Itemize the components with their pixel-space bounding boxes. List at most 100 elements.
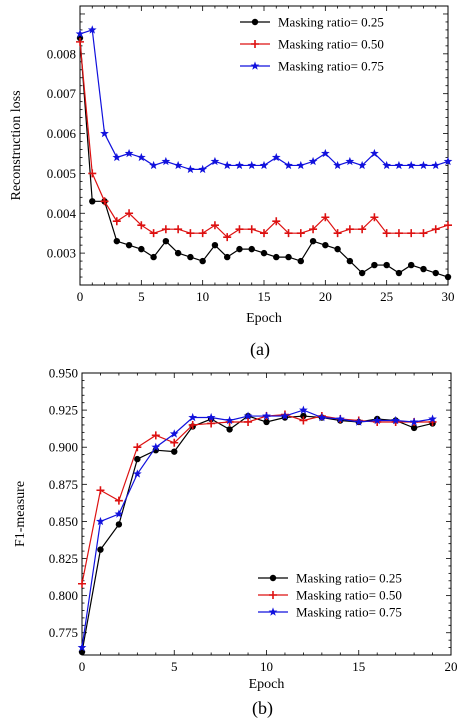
data-point — [112, 152, 122, 162]
data-point — [169, 429, 179, 438]
data-point — [247, 225, 256, 234]
legend-marker — [269, 591, 277, 599]
data-point — [272, 217, 281, 226]
data-point — [395, 269, 403, 277]
y-tick-label: 0.900 — [49, 440, 78, 455]
y-tick-label: 0.008 — [47, 46, 76, 61]
data-point — [394, 160, 404, 170]
data-point — [409, 417, 419, 426]
data-point — [370, 213, 379, 222]
data-point — [394, 229, 403, 238]
x-tick-label: 20 — [445, 659, 458, 674]
data-point — [357, 160, 367, 170]
data-point — [198, 164, 208, 174]
data-point — [260, 229, 268, 238]
y-tick-label: 0.875 — [49, 477, 78, 492]
data-point — [174, 249, 182, 257]
data-point — [134, 455, 141, 463]
x-tick-label: 5 — [171, 659, 178, 674]
data-point — [335, 414, 345, 423]
data-point — [89, 198, 96, 205]
data-point — [300, 412, 307, 420]
data-point — [444, 221, 452, 230]
data-point — [370, 148, 379, 158]
data-point — [345, 225, 354, 234]
x-axis-label: Epoch — [249, 677, 285, 692]
data-point — [138, 245, 145, 253]
data-point — [406, 160, 416, 170]
data-point — [432, 269, 439, 277]
x-tick-label: 0 — [79, 659, 86, 674]
legend-marker — [251, 18, 259, 26]
data-point — [226, 426, 233, 433]
data-point — [260, 249, 268, 257]
legend-label: Masking ratio= 0.50 — [278, 37, 384, 52]
y-tick-label: 0.825 — [49, 551, 78, 566]
x-tick-label: 30 — [442, 289, 455, 304]
legend-marker — [269, 574, 277, 582]
data-point — [115, 521, 123, 528]
data-point — [317, 412, 327, 422]
data-point — [284, 160, 293, 170]
data-point — [112, 217, 121, 226]
data-point — [334, 245, 341, 253]
data-point — [354, 417, 364, 426]
data-point — [296, 229, 305, 238]
data-point — [419, 229, 428, 238]
y-tick-label: 0.005 — [47, 166, 76, 181]
data-point — [371, 261, 378, 269]
data-point — [211, 241, 219, 249]
chart-panel-a: 0 5 10 15 20 25 30 0.003 0.004 0.005 0.006 0.007 0.0… — [9, 5, 455, 360]
x-tick-label: 10 — [196, 289, 209, 304]
y-tick-label: 0.775 — [49, 625, 78, 640]
data-point — [114, 509, 124, 518]
data-point — [186, 229, 195, 238]
series-2 — [78, 410, 437, 588]
data-point — [407, 229, 416, 238]
y-axis-label: F1-measure — [13, 481, 28, 547]
data-point — [391, 415, 401, 425]
data-point — [321, 213, 330, 222]
legend-label: Masking ratio= 0.25 — [278, 15, 384, 30]
data-point — [113, 237, 121, 245]
data-point — [149, 160, 158, 170]
data-point — [78, 579, 86, 588]
x-tick-label: 15 — [352, 659, 365, 674]
y-tick-label: 0.006 — [47, 126, 77, 141]
data-point — [161, 225, 170, 234]
y-tick-label: 0.007 — [47, 86, 77, 101]
data-point — [187, 253, 194, 261]
data-point — [244, 417, 253, 426]
data-point — [114, 496, 123, 505]
data-point — [223, 233, 232, 242]
data-point — [170, 438, 179, 447]
data-point — [97, 546, 104, 553]
y-tick-label: 0.800 — [49, 588, 78, 603]
data-point — [420, 265, 427, 273]
series-line — [81, 409, 433, 648]
data-point — [431, 225, 440, 234]
data-point — [174, 225, 183, 234]
data-point — [188, 412, 198, 422]
plot-frame — [79, 5, 449, 286]
data-point — [124, 148, 134, 158]
legend-marker — [251, 40, 259, 48]
data-point — [372, 415, 382, 425]
data-point — [235, 160, 244, 170]
data-point — [77, 642, 87, 652]
data-point — [210, 156, 220, 166]
legend-label: Masking ratio= 0.75 — [278, 59, 384, 74]
data-point — [137, 221, 146, 230]
data-point — [333, 160, 342, 170]
data-point — [161, 156, 171, 166]
data-point — [151, 442, 161, 451]
data-point — [132, 469, 142, 478]
data-point — [236, 245, 243, 253]
data-point — [96, 516, 105, 526]
data-point — [408, 261, 415, 269]
chart-panel-b: 0 5 10 15 20 0.775 0.800 0.825 0.850 0.875 0.900 0.… — [13, 366, 458, 720]
data-point — [199, 257, 206, 265]
data-point — [443, 156, 453, 166]
legend-label: Masking ratio= 0.25 — [296, 571, 402, 586]
panel-label: (b) — [252, 698, 273, 719]
